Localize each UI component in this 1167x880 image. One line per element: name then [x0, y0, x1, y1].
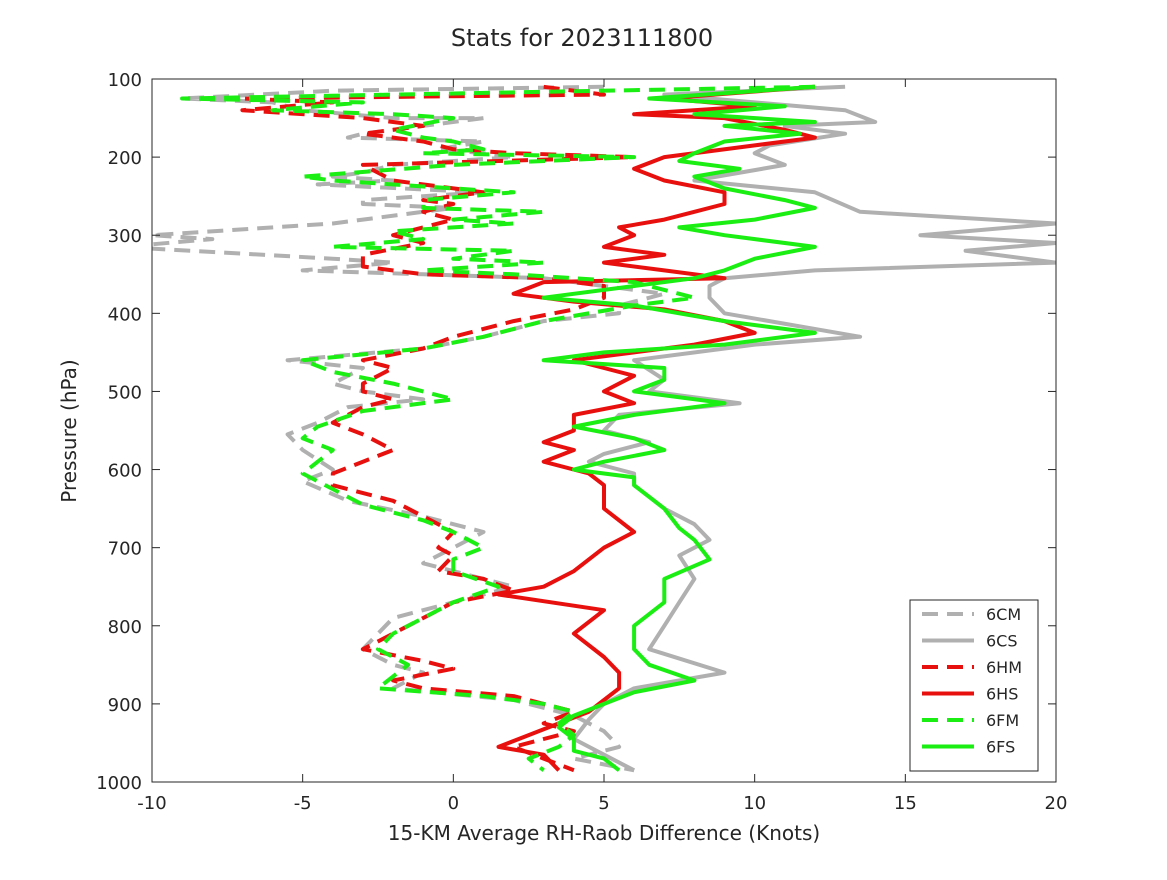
x-axis: -10 -5 0 5 10 15 20	[137, 79, 1067, 814]
plot-area	[152, 84, 1056, 773]
y-axis-label: Pressure (hPa)	[57, 359, 81, 502]
legend-label-6hm: 6HM	[986, 658, 1022, 677]
x-tick-label: 0	[448, 793, 459, 814]
series-line-6fm	[180, 84, 815, 772]
chart-title: Stats for 2023111800	[451, 24, 713, 52]
y-axis: 100 200 300 400 500 600 700 800 900 1000	[96, 70, 1056, 794]
y-tick-label: 600	[108, 461, 142, 482]
y-tick-label: 700	[108, 539, 142, 560]
y-tick-label: 800	[108, 617, 142, 638]
y-tick-label: 400	[108, 304, 142, 325]
x-tick-label: 20	[1045, 793, 1068, 814]
y-tick-label: 900	[108, 695, 142, 716]
x-axis-label: 15-KM Average RH-Raob Difference (Knots)	[388, 821, 820, 845]
series-line-6fs	[541, 84, 817, 772]
x-tick-label: 5	[598, 793, 609, 814]
legend-label-6fm: 6FM	[986, 711, 1019, 730]
series-line-6hs	[496, 84, 817, 772]
legend: 6CM 6CS 6HM 6HS 6FM 6FS	[909, 599, 1039, 772]
legend-label-6hs: 6HS	[986, 685, 1018, 704]
legend-label-6fs: 6FS	[986, 738, 1015, 757]
x-tick-label: 15	[894, 793, 917, 814]
y-tick-label: 200	[108, 148, 142, 169]
y-tick-label: 500	[108, 382, 142, 403]
y-tick-label: 1000	[96, 773, 142, 794]
legend-label-6cm: 6CM	[986, 605, 1021, 624]
x-tick-label: -5	[294, 793, 312, 814]
y-tick-label: 300	[108, 226, 142, 247]
y-tick-label: 100	[108, 70, 142, 91]
legend-label-6cs: 6CS	[986, 632, 1018, 651]
x-tick-label: 10	[743, 793, 766, 814]
series-line-6cs	[571, 84, 1056, 773]
x-tick-label: -10	[137, 793, 166, 814]
legend-box	[909, 599, 1039, 772]
